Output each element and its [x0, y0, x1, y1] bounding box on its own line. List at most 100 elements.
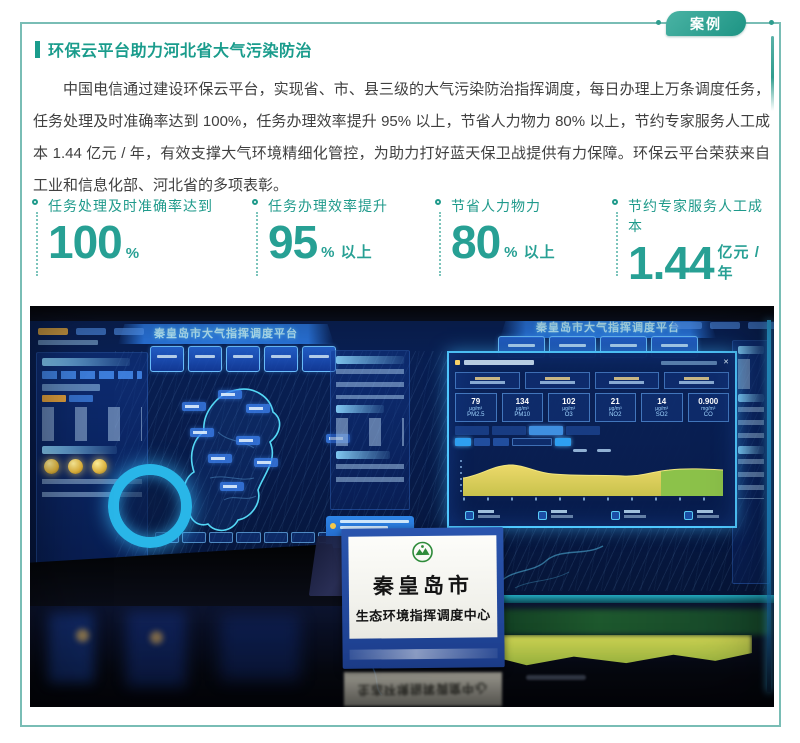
close-icon: ✕: [723, 359, 729, 366]
panel-header: [336, 451, 391, 459]
metric-chip: [150, 346, 184, 372]
legend-item: [538, 510, 573, 520]
toolbar-button: [182, 532, 207, 543]
popup-title-icon: [455, 360, 460, 365]
metric-value: 0.900: [698, 396, 719, 406]
case-card: 案例 环保云平台助力河北省大气污染防治 中国电信通过建设环保云平台，实现省、市、…: [20, 11, 781, 727]
stat-dotted-line: [256, 212, 258, 276]
metric-chip: [226, 346, 260, 372]
case-title-row: 环保云平台助力河北省大气污染防治: [35, 37, 312, 61]
stat-unit: 亿元 / 年: [717, 244, 760, 282]
stat-value: 95: [268, 216, 318, 268]
stat-bullet-icon: [252, 199, 258, 205]
sign-city-name: 秦皇岛市: [372, 573, 473, 599]
metric-chip: [188, 346, 222, 372]
tab: [455, 426, 489, 435]
gauge-reflection: [76, 629, 89, 642]
badge-left-dot: [656, 20, 661, 25]
summary-box: [524, 372, 590, 389]
air-quality-panel: [36, 352, 148, 580]
filter-chip: [455, 438, 471, 446]
toolbar-button: [263, 532, 288, 543]
right-accent-line: [771, 36, 774, 111]
metric-pm10: 134 μg/m³ PM10: [501, 393, 543, 422]
map-label-chip: [326, 434, 350, 443]
panel-list: [738, 459, 764, 499]
gauge-icon: [92, 459, 107, 474]
panel-list: [738, 407, 764, 441]
metric-no2: 21 μg/m³ NO2: [594, 393, 636, 422]
metric-unit: μg/m³: [562, 405, 576, 412]
aqi-trend-area-chart: [460, 460, 724, 501]
metric-unit: μg/m³: [469, 405, 483, 412]
popup-titlebar: ✕: [455, 356, 729, 369]
metric-unit: mg/m³: [701, 405, 716, 412]
screen-edge-glow: [767, 320, 771, 692]
map-label-chip: [246, 404, 270, 413]
sign-reflection-text: 生态环境指挥调度中心: [357, 680, 489, 697]
nav-item: [748, 322, 774, 329]
metric-unit: μg/m³: [655, 405, 669, 412]
stat-bullet-icon: [435, 199, 441, 205]
gauge-icon: [44, 459, 59, 474]
clock-readout: [38, 340, 98, 345]
nav-item: [38, 328, 68, 335]
metric-so2: 14 μg/m³ SO2: [641, 393, 683, 422]
metric-value: 134: [515, 396, 529, 406]
nav-item: [114, 328, 144, 335]
stat-bullet-icon: [32, 199, 38, 205]
panel-header: [42, 446, 117, 454]
popup-legend-row: [455, 510, 729, 520]
stat-unit: % 以上: [321, 243, 373, 261]
search-button: [555, 438, 571, 446]
stats-row: 任务处理及时准确率达到 100 % 任务办理效率提升 95 % 以上 节省人力物…: [32, 196, 777, 286]
chart-reflection-band: [485, 609, 770, 635]
map-label-chip: [190, 428, 214, 437]
map-label-chip: [236, 436, 260, 445]
popup-summary-row: [455, 372, 729, 389]
mode-chip-active: [42, 395, 66, 402]
stat-dotted-line: [439, 212, 441, 276]
station-metric-chips: [150, 346, 336, 372]
filter-chip: [474, 438, 490, 446]
center-sign-plaque: 秦皇岛市 生态环境指挥调度中心: [341, 527, 505, 669]
panel-header: [42, 358, 130, 366]
panel-list: [336, 369, 404, 399]
legend-icon: [538, 510, 547, 520]
panel-tabs: [42, 371, 142, 379]
stat-unit: % 以上: [504, 243, 556, 261]
nav-item: [710, 322, 740, 329]
ceiling-strip: [30, 306, 774, 321]
tab: [566, 426, 600, 435]
tab-active: [529, 426, 563, 435]
stat-value: 80: [451, 216, 501, 268]
filter-input: [512, 438, 552, 446]
light-reflection: [526, 675, 586, 680]
legend-icon: [465, 510, 474, 520]
map-label-chip: [208, 454, 232, 463]
toast-text-line: [340, 520, 409, 523]
metric-unit: μg/m³: [608, 405, 622, 412]
metric-name: CO: [703, 411, 713, 418]
tab: [492, 426, 526, 435]
legend-item: [611, 510, 646, 520]
legend-item: [465, 510, 500, 520]
sign-base-shine: [349, 648, 498, 660]
toolbar-button: [209, 532, 234, 543]
right-screen-title: 秦皇岛市大气指挥调度平台: [500, 318, 716, 338]
metric-value: 14: [657, 396, 667, 406]
panel-values: [738, 359, 764, 389]
filter-chip: [493, 438, 509, 446]
date-picker: [42, 384, 100, 391]
stat-label: 任务处理及时准确率达到: [48, 198, 213, 214]
popup-title-text: [464, 360, 534, 365]
metric-name: PM10: [514, 411, 531, 418]
case-badge: 案例: [666, 11, 746, 36]
popup-timestamp: [661, 360, 718, 365]
stat-label: 节约专家服务人工成本: [628, 198, 763, 234]
badge-right-dot: [769, 20, 774, 25]
toast-text-line: [340, 526, 389, 529]
case-paragraph: 中国电信通过建设环保云平台，实现省、市、县三级的大气污染防治指挥调度，每日办理上…: [33, 81, 770, 194]
nav-item: [672, 322, 702, 329]
popup-filter-row: [455, 438, 729, 446]
